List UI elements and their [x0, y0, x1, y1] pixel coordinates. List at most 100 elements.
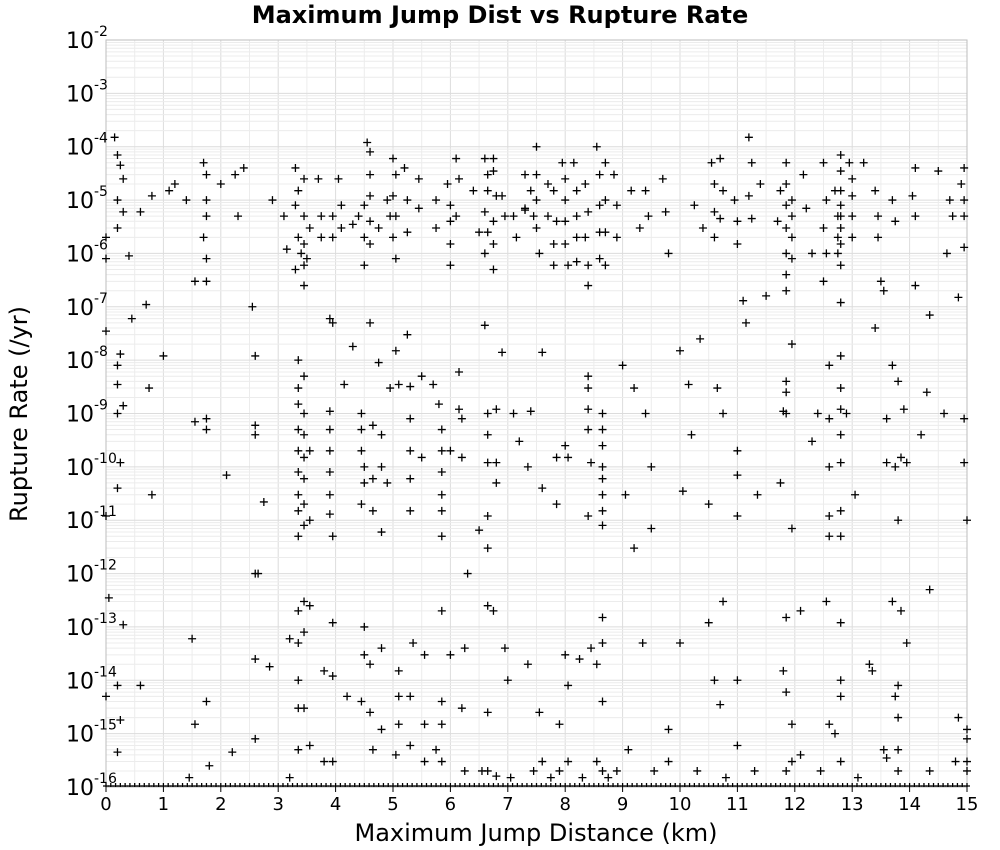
data-point	[587, 458, 596, 467]
data-point	[561, 217, 570, 226]
data-point	[512, 233, 521, 242]
data-point	[254, 569, 263, 578]
x-tick-label: 14	[898, 794, 921, 815]
data-point	[317, 233, 326, 242]
data-point	[876, 277, 885, 286]
data-point	[446, 650, 455, 659]
data-point	[598, 521, 607, 530]
data-point	[389, 191, 397, 200]
data-point	[434, 400, 443, 409]
data-point	[782, 409, 791, 418]
data-point	[248, 302, 257, 311]
data-point	[294, 638, 303, 647]
data-point	[300, 372, 309, 381]
data-point	[368, 421, 377, 430]
data-point	[836, 261, 845, 270]
data-point	[483, 170, 492, 179]
data-point	[779, 666, 788, 675]
data-point	[538, 757, 547, 766]
data-point	[294, 446, 303, 455]
data-point	[500, 644, 509, 653]
data-point	[601, 261, 610, 270]
data-point	[489, 240, 498, 249]
x-tick-label: 8	[559, 794, 570, 815]
data-point	[328, 233, 337, 242]
data-point	[598, 474, 607, 483]
data-point	[437, 490, 446, 499]
data-point	[819, 158, 828, 167]
data-point	[500, 212, 509, 221]
data-point	[787, 196, 796, 205]
data-point	[960, 243, 969, 252]
data-point	[480, 154, 489, 163]
data-point	[836, 458, 845, 467]
data-point	[584, 511, 593, 520]
data-point	[621, 490, 630, 499]
data-point	[302, 254, 311, 263]
data-point	[190, 720, 199, 729]
data-point	[836, 186, 845, 195]
data-point	[386, 384, 395, 393]
data-point	[366, 147, 375, 156]
data-point	[437, 506, 446, 515]
data-point	[190, 417, 199, 426]
data-point	[498, 191, 507, 200]
data-point	[572, 186, 581, 195]
data-point	[664, 757, 673, 766]
data-point	[733, 240, 742, 249]
data-point	[598, 490, 607, 499]
data-point	[532, 196, 541, 205]
data-point	[403, 228, 412, 237]
data-point	[925, 766, 934, 775]
data-point	[185, 773, 194, 782]
data-point	[489, 265, 498, 274]
data-point	[891, 462, 900, 471]
data-point	[357, 446, 366, 455]
data-point	[509, 212, 518, 221]
data-point	[406, 414, 415, 423]
data-point	[598, 613, 607, 622]
data-point	[366, 191, 375, 200]
data-point	[598, 766, 607, 775]
data-point	[535, 708, 544, 717]
data-point	[300, 281, 309, 290]
data-point	[113, 380, 122, 389]
data-point	[285, 773, 294, 782]
data-point	[733, 217, 742, 226]
data-point	[489, 154, 498, 163]
x-tick-label: 7	[502, 794, 513, 815]
data-point	[483, 708, 492, 717]
data-point	[733, 511, 742, 520]
data-point	[483, 228, 492, 237]
data-point	[948, 212, 957, 221]
data-point	[325, 468, 334, 477]
data-point	[960, 414, 969, 423]
data-point	[328, 532, 337, 541]
data-point	[389, 154, 397, 163]
data-point	[538, 348, 547, 357]
data-point	[549, 186, 558, 195]
data-point	[483, 601, 492, 610]
data-point	[420, 757, 429, 766]
data-point	[561, 240, 570, 249]
data-point	[147, 191, 156, 200]
data-point	[432, 223, 441, 232]
data-point	[592, 757, 601, 766]
data-point	[836, 298, 845, 307]
data-point	[816, 766, 825, 775]
data-point	[716, 700, 725, 709]
data-point	[437, 425, 446, 434]
x-tick-label: 4	[330, 794, 341, 815]
data-point	[661, 207, 670, 216]
data-point	[719, 409, 728, 418]
data-point	[251, 430, 260, 439]
data-point	[951, 757, 960, 766]
data-point	[199, 233, 208, 242]
data-point	[787, 524, 796, 533]
data-point	[942, 249, 951, 258]
data-point	[199, 158, 208, 167]
data-point	[113, 484, 122, 493]
data-point	[888, 361, 897, 370]
data-point	[360, 201, 369, 210]
data-point	[664, 725, 673, 734]
